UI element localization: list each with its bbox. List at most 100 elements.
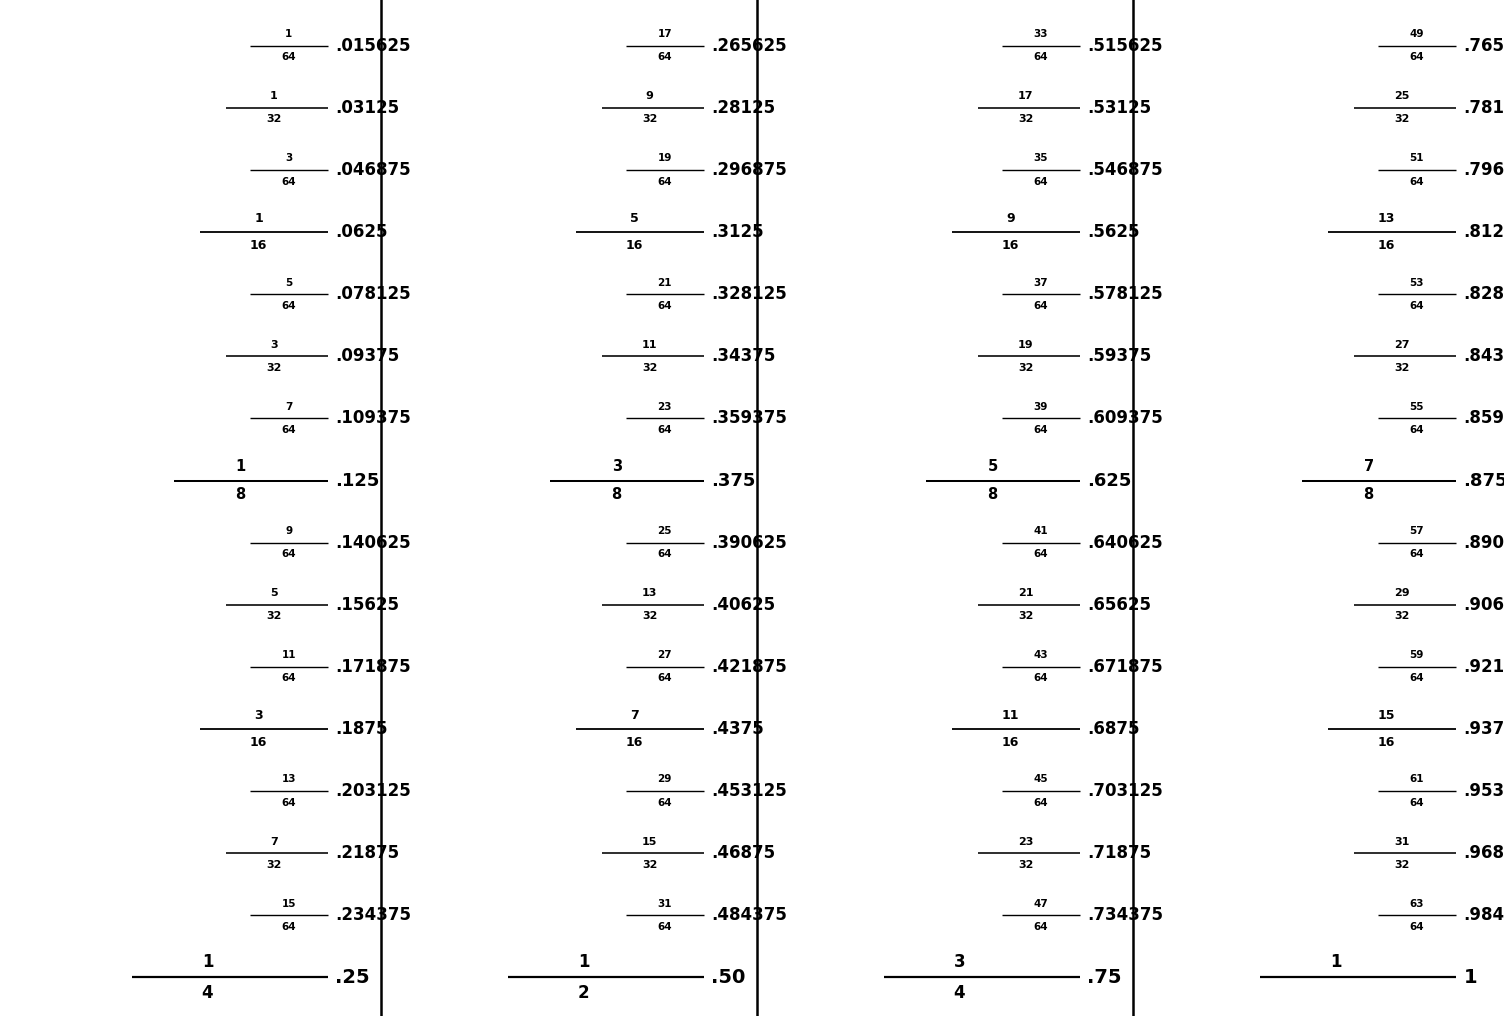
Text: .296875: .296875 — [711, 161, 787, 179]
Text: 32: 32 — [1394, 612, 1409, 622]
Text: 1: 1 — [1463, 968, 1477, 987]
Text: .265625: .265625 — [711, 37, 787, 55]
Text: 32: 32 — [642, 115, 657, 124]
Text: 13: 13 — [281, 774, 296, 784]
Text: 59: 59 — [1409, 650, 1424, 660]
Text: .140625: .140625 — [335, 533, 411, 552]
Text: 9: 9 — [1006, 212, 1015, 226]
Text: 19: 19 — [1018, 339, 1033, 350]
Text: 64: 64 — [1033, 177, 1048, 187]
Text: 8: 8 — [612, 487, 621, 502]
Text: 41: 41 — [1033, 526, 1048, 536]
Text: .125: .125 — [335, 471, 381, 490]
Text: .6875: .6875 — [1087, 720, 1140, 738]
Text: 7: 7 — [286, 401, 292, 411]
Text: 1: 1 — [286, 29, 292, 40]
Text: 17: 17 — [1018, 91, 1033, 102]
Text: 1: 1 — [1330, 953, 1342, 971]
Text: 31: 31 — [657, 899, 672, 908]
Text: 37: 37 — [1033, 277, 1048, 288]
Text: .546875: .546875 — [1087, 161, 1163, 179]
Text: 49: 49 — [1409, 29, 1424, 40]
Text: .671875: .671875 — [1087, 657, 1163, 676]
Text: 35: 35 — [1033, 153, 1048, 164]
Text: 64: 64 — [1409, 177, 1424, 187]
Text: 33: 33 — [1033, 29, 1048, 40]
Text: .953125: .953125 — [1463, 782, 1504, 800]
Text: 64: 64 — [1409, 52, 1424, 62]
Text: .171875: .171875 — [335, 657, 411, 676]
Text: 29: 29 — [657, 774, 672, 784]
Text: 64: 64 — [657, 177, 672, 187]
Text: .484375: .484375 — [711, 906, 787, 925]
Text: 64: 64 — [1409, 301, 1424, 311]
Text: 64: 64 — [657, 922, 672, 932]
Text: 64: 64 — [1033, 301, 1048, 311]
Text: .0625: .0625 — [335, 224, 388, 241]
Text: 3: 3 — [612, 459, 621, 473]
Text: .859375: .859375 — [1463, 409, 1504, 428]
Text: .96875: .96875 — [1463, 844, 1504, 863]
Text: 4: 4 — [954, 983, 966, 1002]
Text: 8: 8 — [1364, 487, 1373, 502]
Text: .515625: .515625 — [1087, 37, 1163, 55]
Text: .9375: .9375 — [1463, 720, 1504, 738]
Text: 64: 64 — [657, 674, 672, 684]
Text: .703125: .703125 — [1087, 782, 1163, 800]
Text: 5: 5 — [286, 277, 292, 288]
Text: 3: 3 — [954, 953, 966, 971]
Text: 64: 64 — [281, 922, 296, 932]
Text: 61: 61 — [1409, 774, 1424, 784]
Text: 64: 64 — [281, 52, 296, 62]
Text: .46875: .46875 — [711, 844, 776, 863]
Text: .53125: .53125 — [1087, 99, 1152, 117]
Text: 7: 7 — [269, 836, 278, 846]
Text: .921875: .921875 — [1463, 657, 1504, 676]
Text: 64: 64 — [281, 674, 296, 684]
Text: 51: 51 — [1409, 153, 1424, 164]
Text: 55: 55 — [1409, 401, 1424, 411]
Text: 15: 15 — [1378, 709, 1396, 722]
Text: .765625: .765625 — [1463, 37, 1504, 55]
Text: .375: .375 — [711, 471, 757, 490]
Text: .078125: .078125 — [335, 285, 411, 303]
Text: 32: 32 — [266, 612, 281, 622]
Text: .890625: .890625 — [1463, 533, 1504, 552]
Text: .09375: .09375 — [335, 347, 400, 366]
Text: .875: .875 — [1463, 471, 1504, 490]
Text: 15: 15 — [281, 899, 296, 908]
Text: .4375: .4375 — [711, 720, 764, 738]
Text: 1: 1 — [236, 459, 245, 473]
Text: 64: 64 — [657, 798, 672, 808]
Text: 64: 64 — [281, 550, 296, 559]
Text: 9: 9 — [286, 526, 292, 536]
Text: 32: 32 — [1018, 363, 1033, 373]
Text: 32: 32 — [1394, 363, 1409, 373]
Text: 64: 64 — [1033, 52, 1048, 62]
Text: .640625: .640625 — [1087, 533, 1163, 552]
Text: 25: 25 — [1394, 91, 1409, 102]
Text: .5625: .5625 — [1087, 224, 1140, 241]
Text: 64: 64 — [657, 52, 672, 62]
Text: .1875: .1875 — [335, 720, 388, 738]
Text: .25: .25 — [335, 968, 370, 987]
Text: 64: 64 — [1033, 550, 1048, 559]
Text: 32: 32 — [266, 115, 281, 124]
Text: 7: 7 — [630, 709, 639, 722]
Text: 1: 1 — [254, 212, 263, 226]
Text: 21: 21 — [1018, 588, 1033, 598]
Text: 32: 32 — [1018, 860, 1033, 870]
Text: .21875: .21875 — [335, 844, 400, 863]
Text: 13: 13 — [1378, 212, 1396, 226]
Text: 64: 64 — [1409, 550, 1424, 559]
Text: 64: 64 — [1033, 922, 1048, 932]
Text: 3: 3 — [254, 709, 263, 722]
Text: 15: 15 — [642, 836, 657, 846]
Text: .65625: .65625 — [1087, 595, 1152, 614]
Text: .609375: .609375 — [1087, 409, 1163, 428]
Text: 16: 16 — [1002, 736, 1020, 749]
Text: .578125: .578125 — [1087, 285, 1163, 303]
Text: .84375: .84375 — [1463, 347, 1504, 366]
Text: 32: 32 — [266, 860, 281, 870]
Text: 16: 16 — [1378, 239, 1396, 252]
